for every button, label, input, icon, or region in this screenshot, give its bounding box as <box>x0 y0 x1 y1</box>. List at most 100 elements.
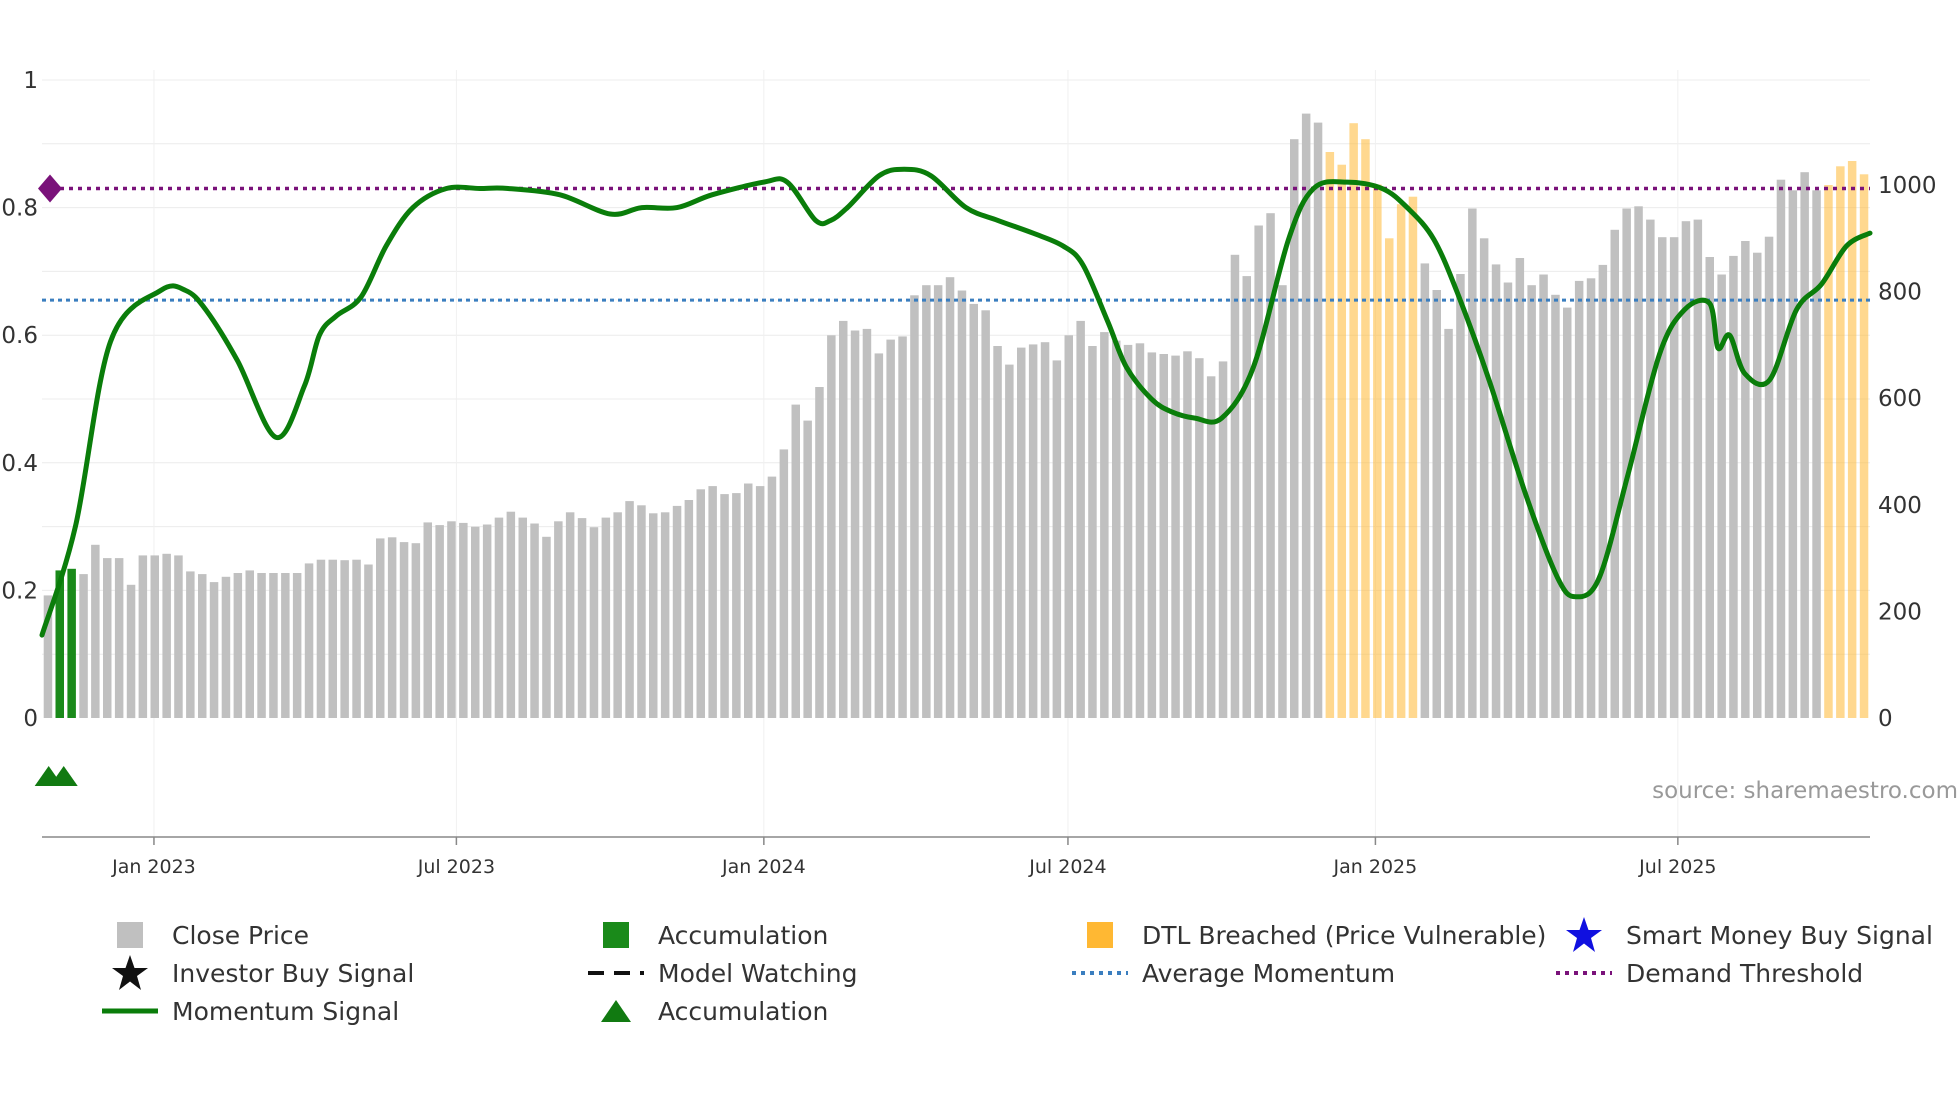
close-price-bar <box>684 500 694 718</box>
close-price-bar <box>1563 307 1572 718</box>
close-price-bar <box>1551 294 1560 718</box>
close-price-bar <box>387 537 397 718</box>
close-price-bar <box>589 527 599 718</box>
legend: Close Price Accumulation DTL Breached (P… <box>0 917 1960 1060</box>
close-price-bar <box>672 505 682 718</box>
dtl-breached-bar <box>1385 238 1394 719</box>
close-price-bar <box>447 521 456 718</box>
close-price-bar <box>922 285 931 718</box>
close-price-bar <box>708 486 717 718</box>
close-price-bar <box>969 303 978 718</box>
legend-label: Investor Buy Signal <box>172 958 415 988</box>
close-price-bar <box>1088 346 1097 718</box>
close-price-bar <box>839 320 848 718</box>
close-price-bar <box>292 573 302 718</box>
close-price-bar <box>1468 208 1477 718</box>
close-price-bar <box>506 511 516 718</box>
close-price-bar <box>1658 237 1667 718</box>
close-price-bar <box>1539 274 1548 718</box>
close-price-bar <box>1301 113 1311 719</box>
dotted-purple-line-icon <box>1554 958 1614 988</box>
close-price-bar <box>1290 139 1299 718</box>
legend-item-smart-money: Smart Money Buy Signal <box>1554 917 1933 952</box>
dtl-breached-bar <box>1337 164 1346 718</box>
close-price-bar <box>1634 206 1643 719</box>
close-price-bar <box>1183 351 1192 718</box>
close-price-bar <box>1776 179 1786 718</box>
close-price-bar <box>993 346 1002 718</box>
close-price-bar <box>815 387 824 718</box>
close-price-bar <box>233 573 243 718</box>
close-price-bar <box>660 512 670 718</box>
momentum-chart: Jan 2023 Jul 2023 Jan 2024 Jul 2024 Jan 2025… <box>1 68 1958 878</box>
close-price-bar <box>1800 172 1809 718</box>
left-tick-label: 0.6 <box>1 323 38 349</box>
close-price-bar <box>1052 360 1062 718</box>
close-price-bar <box>1076 320 1085 718</box>
close-price-bar <box>767 476 777 718</box>
close-price-bar <box>910 295 919 718</box>
right-tick-label: 600 <box>1878 386 1922 412</box>
dtl-breached-bar <box>1408 196 1418 718</box>
close-price-bar <box>981 310 990 718</box>
close-price-bar <box>494 517 504 718</box>
accumulation-bar <box>55 570 64 718</box>
close-price-bar <box>1456 274 1465 718</box>
close-price-bar <box>862 328 872 718</box>
close-price-bar <box>221 576 231 718</box>
close-price-bar <box>198 574 207 718</box>
close-price-bar <box>1812 190 1821 719</box>
dtl-breached-bar <box>1859 174 1869 719</box>
x-tick-label: Jan 2025 <box>1333 856 1418 878</box>
close-price-bar <box>43 595 53 718</box>
close-price-bar <box>1230 254 1240 719</box>
black-star-icon <box>100 955 160 990</box>
left-tick-label: 0.2 <box>1 578 38 604</box>
close-price-bar <box>1017 347 1026 718</box>
close-price-bar <box>1218 361 1228 718</box>
close-price-bar <box>1135 343 1145 718</box>
close-price-bar <box>376 538 385 718</box>
close-price-bar <box>209 582 219 718</box>
close-price-bar <box>126 584 136 719</box>
close-price-bar <box>1764 236 1774 718</box>
legend-label: DTL Breached (Price Vulnerable) <box>1142 920 1547 950</box>
close-price-bar <box>150 555 159 718</box>
x-tick-label: Jul 2025 <box>1638 856 1716 878</box>
close-price-bar <box>114 558 124 718</box>
legend-label: Model Watching <box>658 958 858 988</box>
close-price-bar <box>625 501 634 718</box>
legend-item-close-price: Close Price <box>100 920 309 950</box>
close-price-bar <box>850 330 860 718</box>
dtl-breached-bar <box>1373 184 1382 718</box>
close-price-bar <box>649 513 658 718</box>
close-price-bar <box>186 571 195 718</box>
close-price-bar <box>281 573 290 718</box>
left-tick-label: 0.4 <box>1 451 38 477</box>
close-price-bar <box>1028 344 1038 718</box>
close-price-bar <box>482 524 492 718</box>
close-price-bar <box>945 277 955 718</box>
close-price-bar <box>1206 376 1216 718</box>
close-price-bar <box>1515 258 1525 718</box>
close-price-bar <box>1491 264 1501 718</box>
close-price-bar <box>791 404 800 718</box>
close-price-bar <box>1112 340 1121 718</box>
close-price-bar <box>269 573 278 718</box>
dtl-breached-bar <box>1836 166 1845 719</box>
right-tick-label: 1000 <box>1878 173 1937 199</box>
close-price-bar <box>565 512 575 718</box>
demand-threshold-diamond-icon <box>38 174 62 203</box>
close-price-bar <box>1100 332 1109 718</box>
signal-markers <box>34 766 78 786</box>
orange-square-icon <box>1070 920 1130 950</box>
close-price-bar <box>1278 285 1287 718</box>
x-tick-label: Jul 2023 <box>417 856 495 878</box>
left-tick-label: 0 <box>23 706 38 732</box>
dotted-blue-line-icon <box>1070 958 1130 988</box>
legend-item-dtl-breached: DTL Breached (Price Vulnerable) <box>1070 920 1546 950</box>
x-tick-label: Jan 2024 <box>721 856 806 878</box>
dtl-breached-bar <box>1396 204 1406 718</box>
close-price-bar <box>1669 237 1679 718</box>
close-price-bar <box>1313 122 1323 719</box>
